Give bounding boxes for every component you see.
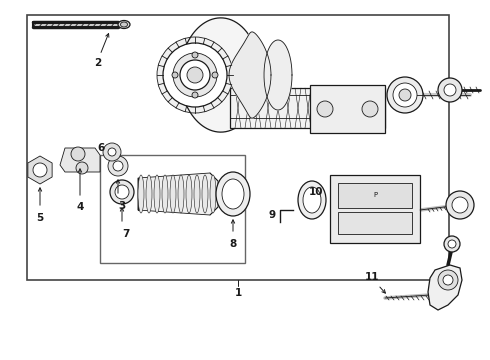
Circle shape: [438, 78, 462, 102]
Circle shape: [192, 92, 198, 98]
Text: 7: 7: [122, 229, 130, 239]
Circle shape: [446, 191, 474, 219]
Circle shape: [362, 101, 378, 117]
Circle shape: [438, 270, 458, 290]
Circle shape: [115, 185, 129, 199]
Circle shape: [33, 163, 47, 177]
Text: 11: 11: [365, 272, 379, 282]
Ellipse shape: [298, 181, 326, 219]
Circle shape: [443, 275, 453, 285]
Polygon shape: [60, 148, 100, 172]
Polygon shape: [28, 156, 52, 184]
Bar: [100, 155, 245, 263]
Circle shape: [71, 147, 85, 161]
Circle shape: [163, 43, 227, 107]
Ellipse shape: [138, 175, 144, 213]
Bar: [338, 183, 412, 208]
Ellipse shape: [210, 175, 216, 213]
Ellipse shape: [170, 175, 176, 213]
Text: 4: 4: [76, 202, 84, 212]
Circle shape: [317, 101, 333, 117]
Circle shape: [192, 52, 198, 58]
Ellipse shape: [118, 21, 130, 28]
Bar: [230, 88, 385, 128]
Polygon shape: [229, 32, 271, 118]
Text: 6: 6: [98, 143, 105, 153]
Circle shape: [157, 37, 233, 113]
Ellipse shape: [186, 175, 192, 213]
Ellipse shape: [178, 175, 184, 213]
Circle shape: [393, 83, 417, 107]
Circle shape: [108, 156, 128, 176]
Circle shape: [212, 72, 218, 78]
Circle shape: [76, 162, 88, 174]
Circle shape: [103, 143, 121, 161]
Polygon shape: [428, 265, 462, 310]
Circle shape: [172, 72, 178, 78]
Text: 8: 8: [229, 239, 237, 249]
Bar: [27, 15, 449, 280]
Text: P: P: [373, 192, 377, 198]
Polygon shape: [138, 173, 218, 215]
Circle shape: [444, 236, 460, 252]
Circle shape: [180, 60, 210, 90]
Text: 3: 3: [119, 201, 125, 211]
Circle shape: [110, 180, 134, 204]
Ellipse shape: [216, 172, 250, 216]
Ellipse shape: [222, 179, 244, 209]
Text: 10: 10: [309, 187, 323, 197]
Circle shape: [387, 77, 423, 113]
Ellipse shape: [162, 175, 168, 213]
Bar: [330, 175, 420, 243]
Ellipse shape: [303, 187, 321, 213]
Text: 9: 9: [269, 210, 275, 220]
Circle shape: [444, 84, 456, 96]
Circle shape: [452, 197, 468, 213]
Circle shape: [113, 161, 123, 171]
Ellipse shape: [146, 175, 152, 213]
Text: 5: 5: [36, 213, 44, 223]
Polygon shape: [264, 40, 292, 110]
Circle shape: [399, 89, 411, 101]
Ellipse shape: [121, 22, 127, 27]
Ellipse shape: [202, 175, 208, 213]
Circle shape: [448, 240, 456, 248]
Ellipse shape: [194, 175, 200, 213]
Circle shape: [187, 67, 203, 83]
Bar: [338, 212, 412, 234]
Bar: [310, 85, 385, 133]
Circle shape: [173, 53, 217, 97]
Polygon shape: [180, 18, 260, 132]
Text: 1: 1: [234, 288, 242, 298]
Circle shape: [108, 148, 116, 156]
Ellipse shape: [154, 175, 160, 213]
Text: 2: 2: [95, 58, 101, 68]
